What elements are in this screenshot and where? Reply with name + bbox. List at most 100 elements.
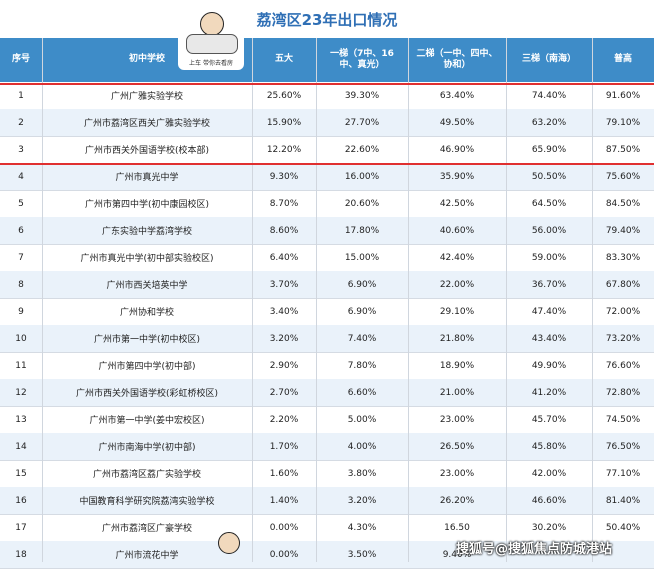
sticker-caption: 上车 带你去看房 <box>189 60 233 67</box>
tier3-rate: 46.60% <box>531 495 567 506</box>
table-row: 5 广州市第四中学(初中康园校区) 8.70% 20.60% 42.50% 64.50% 8… <box>0 190 654 218</box>
table-row: 15 广州市荔湾区荔广实验学校 1.60% 3.80% 23.00% 42.00% 77.1… <box>0 460 654 488</box>
tier3-rate: 41.20% <box>531 387 567 398</box>
school-name: 广州市第一中学(姜中宏校区) <box>89 416 205 426</box>
row-index: 9 <box>18 306 24 317</box>
header-school: 初中学校 <box>128 54 165 65</box>
tier3-rate: 42.00% <box>531 468 567 479</box>
table-row: 13 广州市第一中学(姜中宏校区) 2.20% 5.00% 23.00% 45.70% 74… <box>0 406 654 434</box>
top5-rate: 12.20% <box>266 144 302 155</box>
tier2-rate: 63.40% <box>439 90 475 101</box>
school-name: 广州市南海中学(初中部) <box>98 443 196 453</box>
tier1-rate: 7.80% <box>347 360 377 371</box>
top5-rate: 9.30% <box>269 171 299 182</box>
tier2-rate: 18.90% <box>439 360 475 371</box>
row-index: 2 <box>18 117 24 128</box>
tier3-rate: 59.00% <box>531 252 567 263</box>
row-index: 14 <box>15 441 27 452</box>
tier2-rate: 29.10% <box>439 306 475 317</box>
tier2-rate: 23.00% <box>439 468 475 479</box>
top5-rate: 1.70% <box>269 441 299 452</box>
table-row: 2 广州市荔湾区西关广雅实验学校 15.90% 27.70% 49.50% 63.20% 7… <box>0 109 654 137</box>
school-name: 广州市西关外国语学校(彩虹桥校区) <box>75 389 219 399</box>
school-name: 广州协和学校 <box>119 308 174 318</box>
school-name: 广州市荔湾区荔广实验学校 <box>92 470 201 480</box>
top5-rate: 25.60% <box>266 90 302 101</box>
general-high-rate: 73.20% <box>605 333 641 344</box>
tier2-rate: 9.40% <box>442 549 472 560</box>
general-high-rate: 72.80% <box>605 387 641 398</box>
cartoon-face-icon <box>218 532 240 554</box>
column-divider <box>592 38 593 562</box>
row-index: 16 <box>15 495 27 506</box>
highlight-top-line <box>0 83 654 85</box>
tier3-rate: 63.20% <box>531 117 567 128</box>
tier1-rate: 6.90% <box>347 306 377 317</box>
row-index: 1 <box>18 90 24 101</box>
top5-rate: 2.70% <box>269 387 299 398</box>
tier3-rate: 50.50% <box>531 171 567 182</box>
school-name: 广州市荔湾区西关广雅实验学校 <box>83 119 210 129</box>
general-high-rate: 67.80% <box>605 279 641 290</box>
row-index: 5 <box>18 198 24 209</box>
tier3-rate: 43.40% <box>531 333 567 344</box>
general-high-rate: 77.10% <box>605 468 641 479</box>
tier2-rate: 49.50% <box>439 117 475 128</box>
general-high-rate: 91.60% <box>605 90 641 101</box>
school-name: 广州市第四中学(初中部) <box>98 362 196 372</box>
top5-rate: 2.20% <box>269 414 299 425</box>
tier2-rate: 35.90% <box>439 171 475 182</box>
tier2-rate: 40.60% <box>439 225 475 236</box>
tier3-rate: 45.80% <box>531 441 567 452</box>
general-high-rate: 50.40% <box>605 522 641 533</box>
general-high-rate: 87.50% <box>605 144 641 155</box>
header-tier2: 二梯（一中、四中、协和） <box>416 48 498 70</box>
general-high-rate: 76.60% <box>605 360 641 371</box>
school-name: 广州市荔湾区广豪学校 <box>101 524 192 534</box>
tier1-rate: 17.80% <box>344 225 380 236</box>
school-name: 广州市西关外国语学校(校本部) <box>84 146 210 156</box>
header-index: 序号 <box>11 54 30 65</box>
header-top5: 五大 <box>274 54 293 65</box>
top5-rate: 8.70% <box>269 198 299 209</box>
header-tier3: 三梯（南海） <box>521 54 576 65</box>
tier3-rate: 56.00% <box>531 225 567 236</box>
table-row: 10 广州市第一中学(初中校区) 3.20% 7.40% 21.80% 43.40% 73.… <box>0 325 654 353</box>
school-name: 广州市西关培英中学 <box>106 281 188 291</box>
table-row: 11 广州市第四中学(初中部) 2.90% 7.80% 18.90% 49.90% 76.6… <box>0 352 654 380</box>
table-row: 12 广州市西关外国语学校(彩虹桥校区) 2.70% 6.60% 21.00% 41.20… <box>0 379 654 407</box>
school-name: 广州市第一中学(初中校区) <box>93 335 201 345</box>
general-high-rate: 81.40% <box>605 495 641 506</box>
top5-rate: 3.40% <box>269 306 299 317</box>
tier1-rate: 3.50% <box>347 549 377 560</box>
top5-rate: 2.90% <box>269 360 299 371</box>
tier2-rate: 42.50% <box>439 198 475 209</box>
general-high-rate: 84.50% <box>605 198 641 209</box>
row-index: 10 <box>15 333 27 344</box>
highlight-bottom-line <box>0 163 654 165</box>
top5-rate: 1.60% <box>269 468 299 479</box>
tier3-rate: 49.90% <box>531 360 567 371</box>
tier2-rate: 26.20% <box>439 495 475 506</box>
general-high-rate: 74.50% <box>605 414 641 425</box>
tier1-rate: 20.60% <box>344 198 380 209</box>
top5-rate: 15.90% <box>266 117 302 128</box>
tier1-rate: 4.00% <box>347 441 377 452</box>
table-row: 7 广州市真光中学(初中部实验校区) 6.40% 15.00% 42.40% 59.00%… <box>0 244 654 272</box>
tier1-rate: 3.80% <box>347 468 377 479</box>
table-row: 6 广东实验中学荔湾学校 8.60% 17.80% 40.60% 56.00% 79.40% <box>0 217 654 245</box>
sticker-cartoon-bottom <box>206 530 252 562</box>
row-index: 4 <box>18 171 24 182</box>
top5-rate: 3.20% <box>269 333 299 344</box>
header-tier1: 一梯（7中、16中、真光） <box>330 48 394 70</box>
tier2-rate: 21.00% <box>439 387 475 398</box>
tier2-rate: 22.00% <box>439 279 475 290</box>
header-general-high: 普高 <box>613 54 632 65</box>
tier1-rate: 6.60% <box>347 387 377 398</box>
tier2-rate: 46.90% <box>439 144 475 155</box>
general-high-rate: 72.00% <box>605 306 641 317</box>
tier3-rate: 65.90% <box>531 144 567 155</box>
school-name: 广州市流花中学 <box>115 551 179 561</box>
top5-rate: 0.00% <box>269 549 299 560</box>
table-row: 14 广州市南海中学(初中部) 1.70% 4.00% 26.50% 45.80% 76.5… <box>0 433 654 461</box>
